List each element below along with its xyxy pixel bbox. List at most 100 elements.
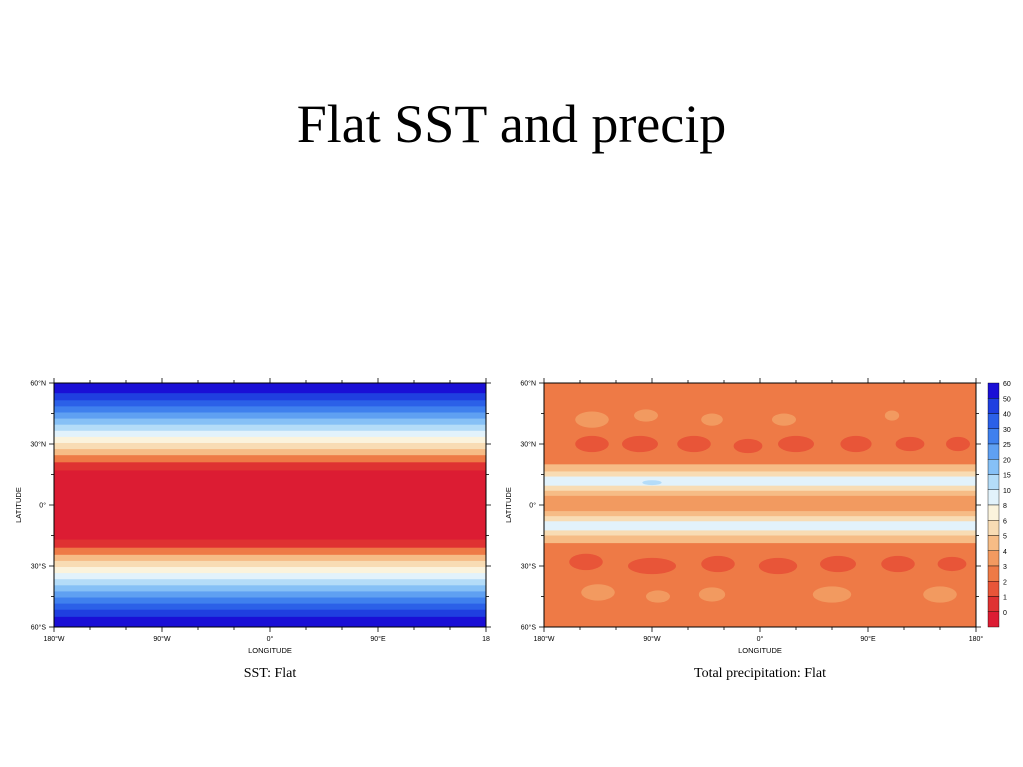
colorbar-swatch [987, 535, 1000, 551]
precip-patch [642, 480, 662, 486]
sst-band [54, 616, 486, 627]
colorbar-label: 0 [1003, 610, 1007, 617]
x-axis-title: LONGITUDE [738, 646, 782, 655]
colorbar-swatch [987, 428, 1000, 445]
colorbar-swatch [987, 550, 1000, 567]
precip-patch [677, 435, 711, 453]
y-tick-label: 0° [529, 502, 536, 510]
colorbar-label: 50 [1003, 396, 1011, 403]
sst-band [54, 406, 486, 413]
precip-band [544, 521, 976, 531]
x-tick-label: 90°W [153, 635, 171, 643]
y-tick-label: 30°N [520, 441, 536, 449]
sst-band [54, 573, 486, 580]
precip-band [544, 476, 976, 487]
precip-band [544, 485, 976, 492]
colorbar-label: 30 [1003, 427, 1011, 434]
precip-patch [881, 555, 915, 573]
x-tick-label: 180° [969, 635, 984, 643]
sst-band [54, 547, 486, 556]
sst-band [54, 554, 486, 562]
y-tick-label: 60°S [521, 624, 537, 632]
precip-panel: 180°W 90°W 0° 90°E 180° 60°N 30°N 0° 30°S 60°S LON… [504, 378, 1011, 681]
y-tick-label: 60°N [30, 380, 46, 388]
precip-patch [772, 413, 796, 426]
sst-panel: 180°W 90°W 0° 90°E 18 60°N 30°N 0° 30°S 60°S LONGI… [14, 378, 491, 681]
precip-band [544, 490, 976, 497]
x-tick-label: 90°W [643, 635, 661, 643]
precip-band [544, 511, 976, 517]
precip-patch [733, 438, 763, 454]
colorbar-label: 3 [1003, 564, 1007, 571]
precip-patch [581, 584, 615, 601]
precip-band [544, 464, 976, 472]
sst-band [54, 418, 486, 426]
precip-patch [937, 556, 967, 572]
precip-patch [946, 436, 970, 452]
y-axis-title: LATITUDE [504, 487, 513, 523]
sst-band [54, 442, 486, 450]
y-tick-label: 30°S [31, 563, 47, 571]
sst-band [54, 412, 486, 420]
y-axis-title: LATITUDE [14, 487, 23, 523]
colorbar-swatch [987, 459, 1000, 475]
y-tick-label: 30°N [30, 441, 46, 449]
colorbar-label: 5 [1003, 534, 1007, 541]
sst-band [54, 455, 486, 463]
precip-patch [622, 435, 658, 453]
sst-field [54, 383, 486, 627]
precip-band [544, 530, 976, 536]
precip-patch [628, 557, 676, 575]
x-tick-label: 180°W [533, 635, 554, 643]
colorbar-label: 10 [1003, 488, 1011, 495]
x-tick-label: 18 [482, 636, 490, 643]
chart-caption: SST: Flat [244, 666, 297, 681]
x-tick-label: 180°W [43, 635, 64, 643]
colorbar-swatch [987, 413, 1000, 429]
precip-patch [569, 553, 603, 571]
x-tick-label: 0° [757, 635, 764, 643]
x-tick-label: 90°E [370, 635, 386, 643]
sst-band [54, 591, 486, 599]
precip-patch [634, 409, 658, 422]
x-tick-label: 0° [267, 635, 274, 643]
colorbar-label: 25 [1003, 442, 1011, 449]
colorbar-label: 40 [1003, 412, 1011, 419]
precip-patch [701, 413, 723, 426]
sst-band [54, 597, 486, 605]
precip-patch [698, 587, 726, 602]
sst-band [54, 470, 486, 541]
precip-field [544, 383, 976, 627]
colorbar-swatch [987, 489, 1000, 506]
precip-band [544, 516, 976, 522]
colorbar-swatch [987, 382, 1000, 399]
sst-band [54, 430, 486, 438]
colorbar-label: 2 [1003, 579, 1007, 586]
sst-band [54, 424, 486, 432]
colorbar-label: 8 [1003, 503, 1007, 510]
sst-band [54, 436, 486, 444]
colorbar-label: 20 [1003, 457, 1011, 464]
precip-patch [884, 410, 900, 421]
y-tick-label: 60°N [520, 380, 536, 388]
colorbar-swatch [987, 504, 1000, 521]
colorbar-swatch [987, 474, 1000, 490]
sst-band [54, 449, 486, 456]
colorbar-swatch [987, 398, 1000, 414]
colorbar-swatch [987, 443, 1000, 460]
colorbar-label: 4 [1003, 549, 1007, 556]
precip-patch [646, 590, 670, 603]
colorbar-swatch [987, 520, 1000, 536]
colorbar-label: 60 [1003, 381, 1011, 388]
colorbar-swatch [987, 596, 1000, 612]
x-axis-title: LONGITUDE [248, 646, 292, 655]
precip-patch [923, 586, 957, 603]
precip-patch [758, 557, 798, 575]
sst-band [54, 539, 486, 549]
sst-band [54, 609, 486, 618]
precip-patch [840, 435, 872, 453]
colorbar-label: 1 [1003, 595, 1007, 602]
precip-patch [812, 586, 852, 603]
